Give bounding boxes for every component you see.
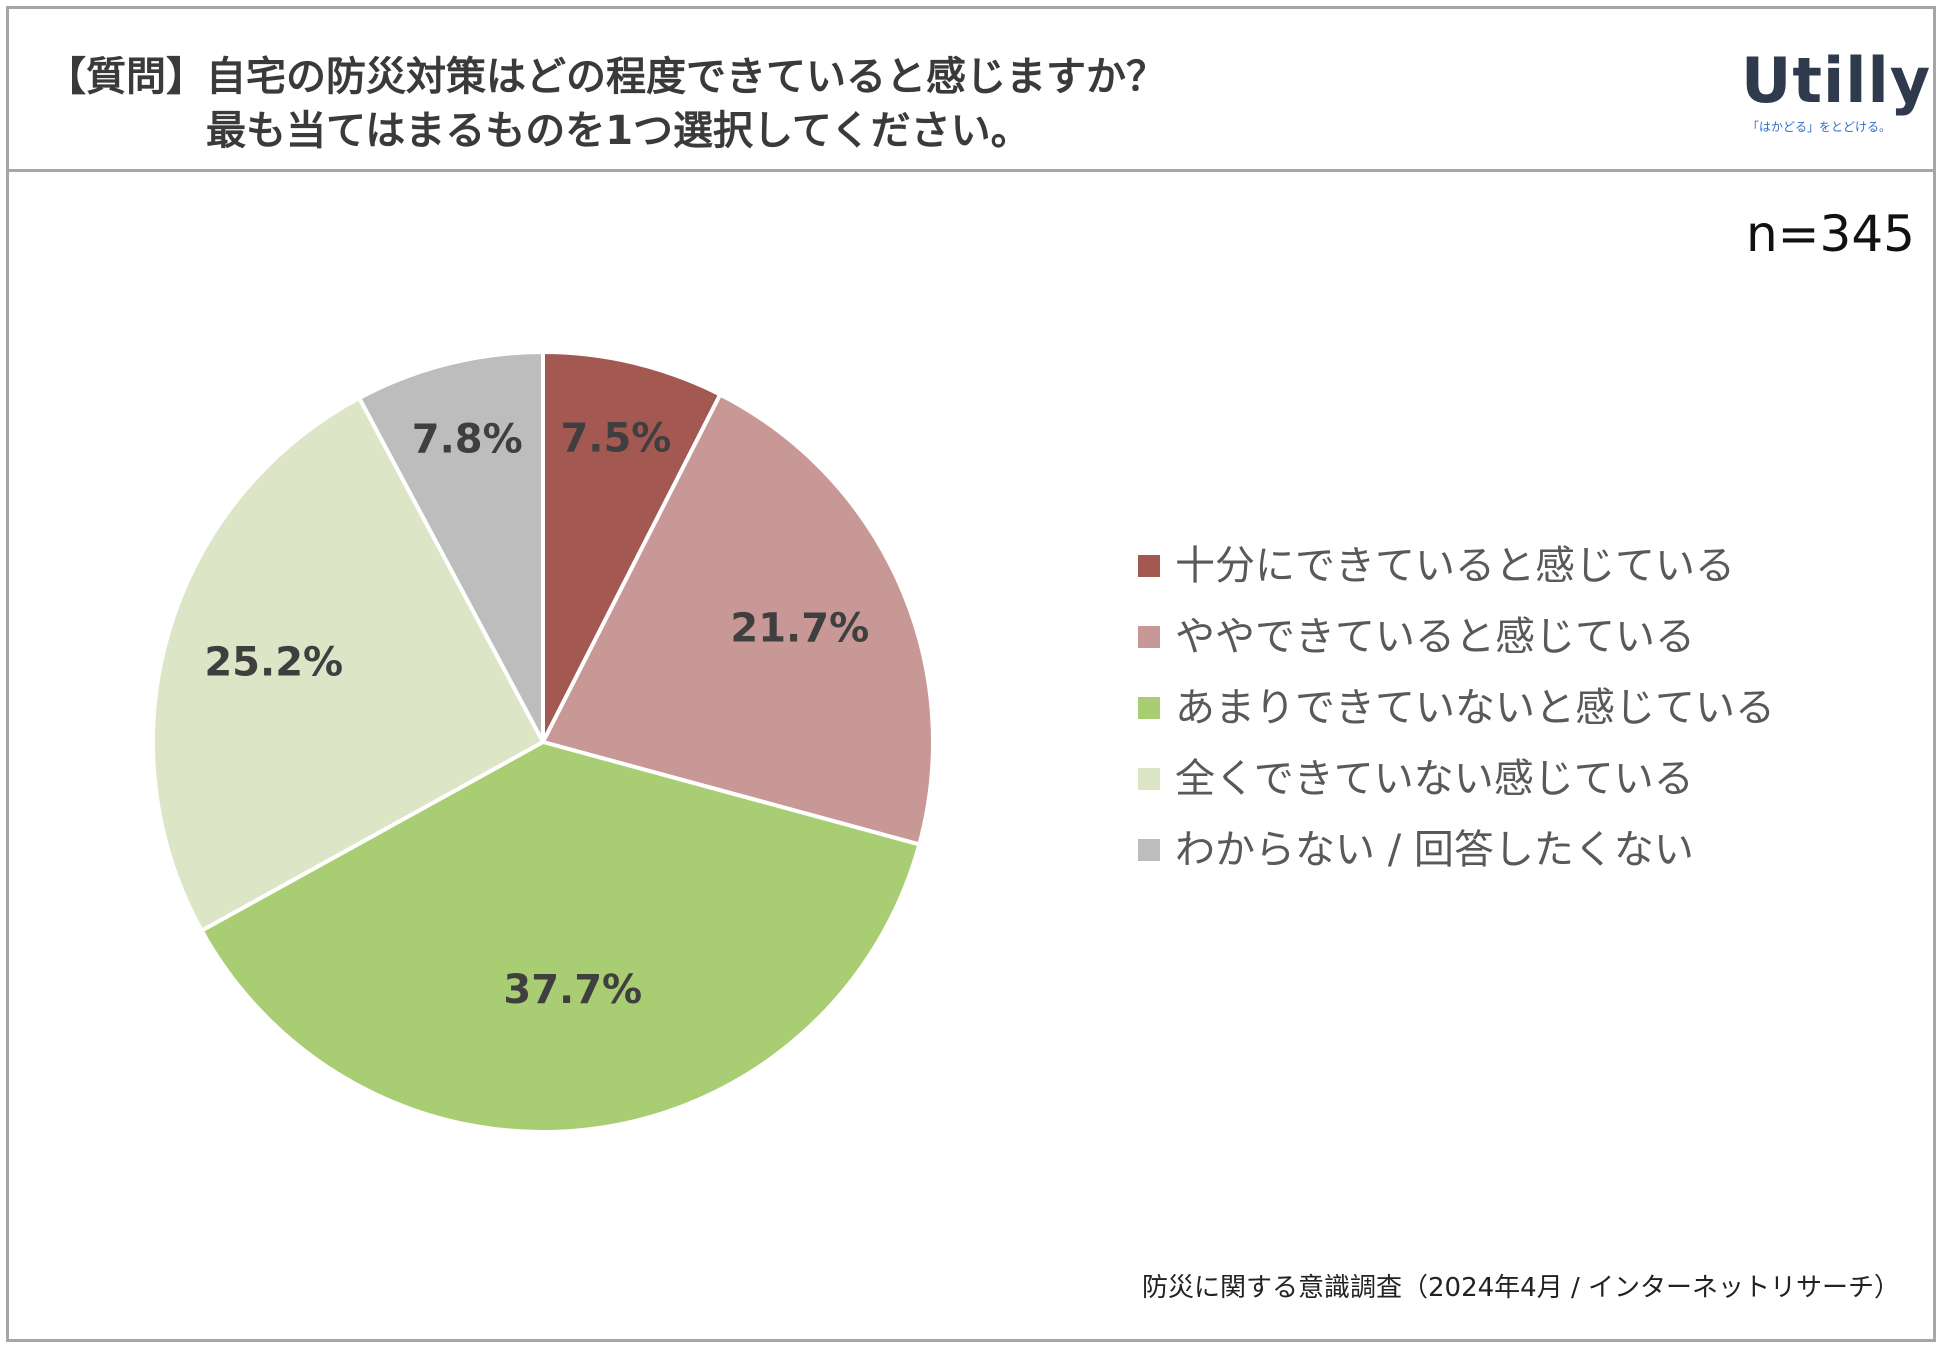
legend-swatch-4: [1138, 768, 1160, 790]
legend-label-5: わからない / 回答したくない: [1175, 827, 1694, 873]
chart-frame: [6, 6, 1936, 1342]
legend-label-1: 十分にできていると感じている: [1175, 543, 1735, 589]
legend-swatch-5: [1138, 839, 1160, 861]
pie-slice-4: [151, 395, 546, 934]
pie-slice-1: [541, 349, 723, 743]
logo-wordmark: Utilly: [1741, 44, 1932, 117]
legend-swatch-1: [1138, 555, 1160, 577]
question-line-1: 自宅の防災対策はどの程度できていると感じますか？: [206, 54, 1166, 100]
header: 【質問】 自宅の防災対策はどの程度できていると感じますか？ 最も当てはまるものを…: [6, 6, 1936, 172]
legend-label-3: あまりできていないと感じている: [1175, 685, 1775, 731]
legend-label-2: ややできていると感じている: [1175, 614, 1695, 660]
source-note: 防災に関する意識調査（2024年4月 / インターネットリサーチ）: [1142, 1273, 1900, 1303]
pie-slice-3: [198, 739, 922, 1134]
question-line-2: 最も当てはまるものを1つ選択してください。: [206, 108, 1031, 154]
slice-value-label-3: 37.7%: [503, 967, 642, 1013]
pie-slice-5: [356, 349, 545, 743]
slice-value-label-4: 25.2%: [204, 639, 343, 685]
utilly-logo: Utilly 「はかどる」をとどける。: [1741, 46, 1930, 146]
slice-value-label-1: 7.5%: [560, 416, 671, 462]
question-tag: 【質問】: [46, 54, 206, 100]
slice-value-label-2: 21.7%: [730, 605, 869, 651]
slice-value-label-5: 7.8%: [412, 416, 523, 462]
pie-slice-2: [540, 391, 935, 847]
logo-tagline: 「はかどる」をとどける。: [1747, 120, 1892, 134]
legend-swatch-2: [1138, 626, 1160, 648]
legend-label-4: 全くできていない感じている: [1175, 756, 1694, 802]
legend-swatch-3: [1138, 697, 1160, 719]
sample-size-label: n=345: [1745, 205, 1915, 263]
